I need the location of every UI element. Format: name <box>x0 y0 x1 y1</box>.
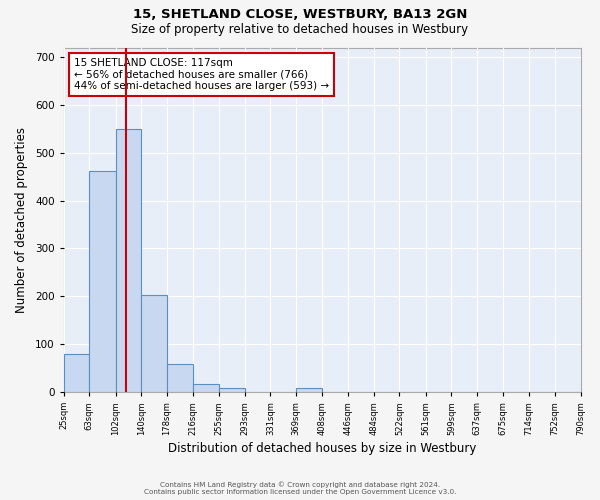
Text: Size of property relative to detached houses in Westbury: Size of property relative to detached ho… <box>131 22 469 36</box>
Bar <box>142 295 167 392</box>
Bar <box>219 388 245 392</box>
Text: 15 SHETLAND CLOSE: 117sqm
← 56% of detached houses are smaller (766)
44% of semi: 15 SHETLAND CLOSE: 117sqm ← 56% of detac… <box>74 58 329 91</box>
Bar <box>296 388 322 392</box>
Text: 15, SHETLAND CLOSE, WESTBURY, BA13 2GN: 15, SHETLAND CLOSE, WESTBURY, BA13 2GN <box>133 8 467 20</box>
Bar <box>193 384 219 392</box>
Bar <box>64 354 89 392</box>
Bar <box>167 364 193 392</box>
X-axis label: Distribution of detached houses by size in Westbury: Distribution of detached houses by size … <box>168 442 476 455</box>
Bar <box>89 171 116 392</box>
Y-axis label: Number of detached properties: Number of detached properties <box>15 127 28 313</box>
Bar <box>116 130 142 392</box>
Text: Contains HM Land Registry data © Crown copyright and database right 2024.
Contai: Contains HM Land Registry data © Crown c… <box>144 482 456 495</box>
